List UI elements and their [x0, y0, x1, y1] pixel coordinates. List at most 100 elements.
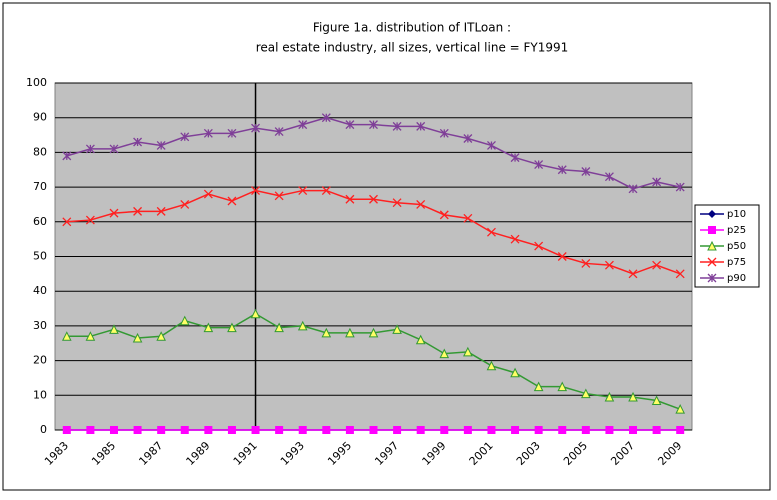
marker — [604, 172, 614, 182]
marker — [439, 128, 449, 138]
marker — [510, 234, 520, 244]
marker — [581, 426, 590, 434]
marker — [604, 391, 615, 402]
marker — [322, 426, 331, 434]
marker — [297, 320, 308, 331]
marker — [628, 269, 638, 279]
marker — [581, 167, 591, 176]
marker — [534, 160, 544, 170]
marker — [534, 241, 544, 251]
marker — [227, 322, 237, 333]
marker — [392, 324, 402, 334]
marker — [557, 381, 568, 392]
y-tick-label: 60 — [33, 215, 47, 228]
marker — [251, 426, 260, 434]
marker — [109, 208, 119, 218]
marker — [321, 327, 332, 338]
marker — [133, 206, 143, 216]
marker — [510, 367, 520, 378]
marker — [62, 426, 71, 434]
y-tick-label: 40 — [33, 284, 47, 297]
marker — [345, 194, 355, 204]
marker — [652, 177, 662, 187]
marker — [156, 141, 166, 150]
legend-marker — [707, 273, 717, 283]
marker — [298, 426, 307, 434]
marker — [675, 404, 686, 414]
marker — [179, 315, 190, 326]
marker — [415, 334, 426, 345]
legend-marker — [707, 240, 717, 251]
legend-label: p25 — [727, 225, 746, 236]
marker — [132, 332, 143, 343]
marker — [321, 186, 331, 196]
marker — [298, 120, 308, 130]
marker — [203, 322, 214, 333]
marker — [157, 426, 166, 434]
marker — [534, 426, 543, 434]
marker — [557, 252, 567, 261]
chart-subtitle: real estate industry, all sizes, vertica… — [256, 41, 569, 55]
y-tick-label: 10 — [33, 388, 47, 401]
y-tick-label: 50 — [33, 250, 47, 263]
marker — [511, 426, 520, 434]
marker — [392, 121, 402, 131]
marker — [274, 127, 284, 137]
marker — [533, 381, 544, 392]
marker — [604, 260, 614, 270]
marker — [62, 217, 72, 227]
marker — [439, 348, 450, 359]
marker — [652, 426, 661, 434]
marker — [345, 327, 355, 338]
marker — [486, 360, 497, 371]
legend-label: p75 — [727, 257, 746, 268]
marker — [274, 322, 284, 333]
legend-label: p90 — [727, 273, 746, 284]
marker — [628, 184, 638, 194]
marker — [463, 213, 473, 223]
y-tick-label: 20 — [33, 354, 47, 367]
marker — [581, 258, 591, 268]
marker — [345, 120, 355, 130]
marker — [250, 308, 261, 319]
marker — [203, 189, 213, 199]
marker — [416, 121, 426, 131]
marker — [675, 182, 685, 192]
marker — [392, 198, 402, 208]
marker — [180, 426, 189, 434]
marker — [109, 324, 119, 334]
marker — [676, 426, 685, 434]
marker — [487, 227, 496, 237]
marker — [557, 165, 567, 175]
marker — [109, 426, 118, 434]
marker — [463, 426, 472, 434]
marker — [463, 134, 473, 143]
marker — [85, 144, 95, 154]
marker — [487, 426, 496, 434]
marker — [629, 426, 638, 434]
chart-title: Figure 1a. distribution of ITLoan : — [313, 21, 511, 35]
y-tick-label: 30 — [33, 319, 47, 332]
marker — [605, 426, 614, 434]
marker — [227, 128, 237, 138]
marker — [487, 141, 496, 150]
marker — [581, 388, 591, 399]
marker — [85, 331, 96, 341]
marker — [368, 327, 379, 338]
marker — [227, 426, 236, 434]
y-tick-label: 100 — [26, 76, 47, 89]
marker — [628, 391, 638, 402]
legend-label: p10 — [727, 209, 746, 220]
legend-marker — [708, 226, 716, 234]
marker — [133, 426, 142, 434]
marker — [62, 151, 72, 161]
marker — [156, 206, 166, 216]
marker — [251, 186, 260, 196]
marker — [204, 426, 213, 434]
marker — [393, 426, 402, 434]
marker — [86, 426, 95, 434]
marker — [203, 128, 213, 138]
marker — [345, 426, 354, 434]
marker — [180, 132, 190, 142]
